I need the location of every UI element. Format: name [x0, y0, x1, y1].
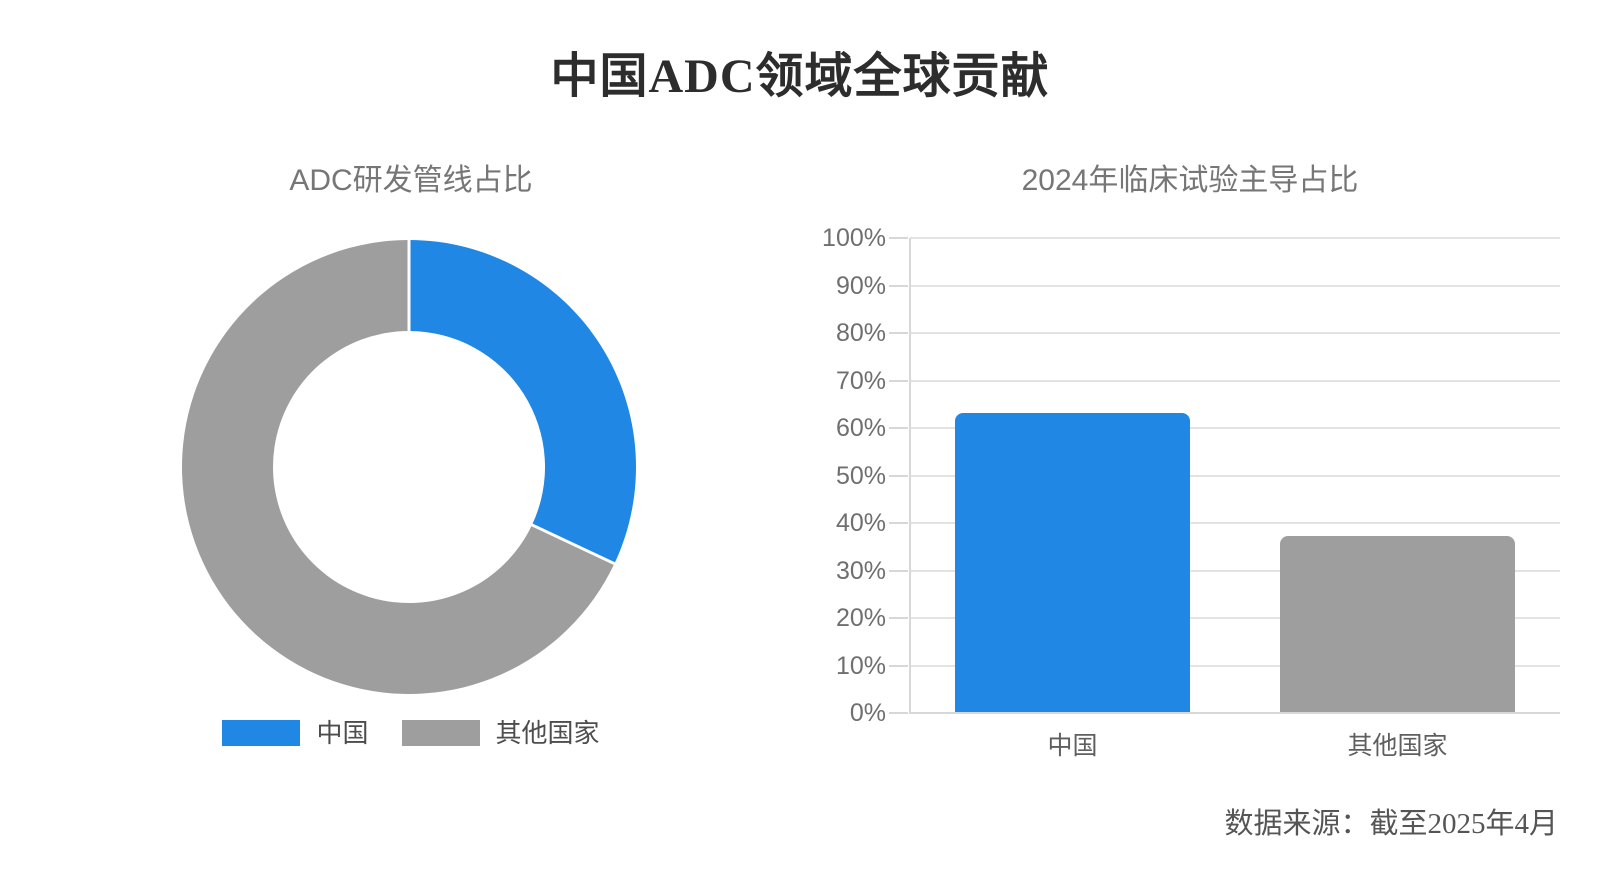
legend-swatch-icon — [222, 720, 301, 746]
x-category-label: 中国 — [1047, 732, 1098, 760]
data-source-note: 数据来源：截至2025年4月 — [1224, 808, 1558, 840]
y-tick-label: 80% — [835, 319, 886, 347]
x-category-label: 其他国家 — [1347, 732, 1448, 760]
gridline — [910, 617, 1560, 619]
pie-slice-0[interactable] — [409, 240, 636, 564]
y-axis-tick — [889, 474, 908, 477]
x-axis-baseline — [910, 712, 1560, 714]
legend-label: 中国 — [316, 718, 369, 748]
bar-1[interactable] — [1280, 536, 1515, 712]
y-axis-tick — [889, 712, 908, 714]
y-tick-label: 100% — [822, 224, 886, 252]
y-tick-label: 20% — [835, 604, 886, 632]
legend-item-1[interactable]: 其他国家 — [401, 718, 600, 748]
y-axis-tick — [889, 379, 908, 382]
bar-chart-title: 2024年临床试验主导占比 — [1021, 164, 1359, 197]
y-tick-label: 90% — [835, 271, 886, 300]
y-tick-label: 70% — [835, 366, 886, 395]
donut-chart — [181, 239, 636, 694]
gridline — [910, 522, 1560, 524]
pie-slice-separator — [529, 522, 616, 566]
gridline — [910, 569, 1560, 572]
y-axis-tick — [889, 332, 908, 334]
bar-0[interactable] — [955, 412, 1190, 712]
y-axis-tick — [889, 664, 908, 667]
y-axis-tick — [889, 522, 908, 524]
page-title: 中国ADC领域全球贡献 — [550, 50, 1050, 103]
y-tick-label: 40% — [835, 509, 886, 537]
y-axis-tick — [889, 284, 908, 287]
legend-item-0[interactable]: 中国 — [222, 718, 369, 748]
y-axis-line — [909, 238, 911, 714]
y-tick-label: 10% — [835, 651, 886, 680]
pie-legend: 中国 其他国家 — [111, 719, 711, 747]
gridline — [910, 664, 1560, 667]
gridline — [910, 474, 1560, 477]
y-tick-label: 60% — [835, 414, 886, 442]
gridline — [910, 237, 1560, 239]
pie-chart-title: ADC研发管线占比 — [289, 164, 533, 197]
legend-swatch-icon — [401, 720, 480, 746]
y-axis-tick — [889, 427, 908, 429]
gridline — [910, 332, 1560, 334]
bar-plot-area: 0% 10% 20% 30% 40% 50% 60% 70% 80% 90% 100% 中国 其他国家 — [822, 224, 1560, 760]
y-tick-label: 50% — [835, 461, 886, 490]
y-tick-label: 0% — [849, 699, 886, 727]
legend-label: 其他国家 — [495, 718, 600, 748]
y-axis-tick — [889, 569, 908, 572]
y-axis-tick — [889, 237, 908, 239]
gridline — [910, 427, 1560, 429]
gridline — [910, 284, 1560, 287]
y-tick-label: 30% — [835, 556, 886, 585]
pie-slice-1[interactable] — [181, 240, 615, 694]
y-axis-tick — [889, 617, 908, 619]
gridline — [910, 379, 1560, 382]
